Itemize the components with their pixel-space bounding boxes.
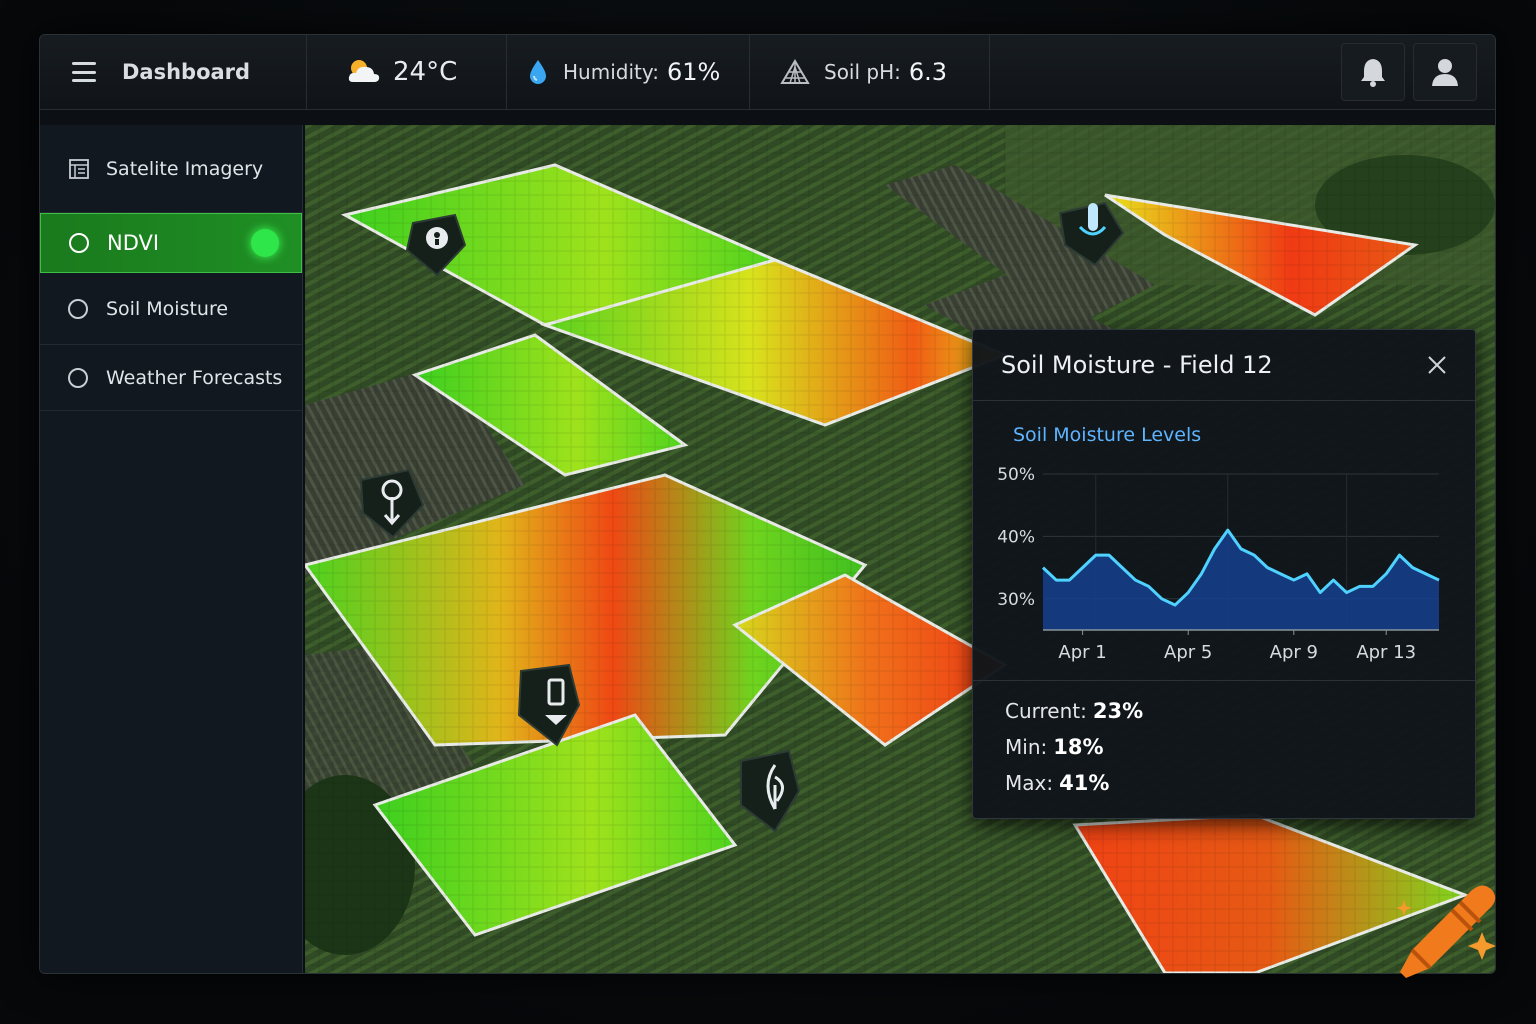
humidity-section: Humidity: 61% xyxy=(507,35,750,109)
notifications-button[interactable] xyxy=(1341,43,1405,101)
panel-header: Soil Moisture - Field 12 xyxy=(973,330,1475,401)
close-icon[interactable] xyxy=(1425,353,1449,377)
sidebar-item-weather-forecasts[interactable]: Weather Forecasts xyxy=(40,345,302,411)
probe-marker-icon[interactable] xyxy=(359,468,425,539)
moisture-line xyxy=(1041,528,1440,607)
crayon-logo-icon xyxy=(1396,885,1496,978)
sidebar-item-label: Satelite Imagery xyxy=(106,157,264,180)
top-bar: Dashboard 24°C Humidity: 61% Soil pH: 6.… xyxy=(40,35,1495,110)
weather-section: 24°C xyxy=(307,35,507,109)
radio-button xyxy=(68,367,88,388)
x-tick-label: Apr 9 xyxy=(1270,642,1318,663)
sidebar-item-label: Soil Moisture xyxy=(106,297,229,320)
device-marker-icon[interactable] xyxy=(517,663,581,747)
stat-max: Max: 41% xyxy=(1005,771,1475,807)
x-tick-label: Apr 1 xyxy=(1058,642,1106,663)
stat-label: Current: xyxy=(1005,699,1087,723)
x-tick-label: Apr 5 xyxy=(1164,642,1212,663)
sidebar-item-satellite-imagery[interactable]: Satelite Imagery xyxy=(40,125,302,213)
hamburger-menu-icon[interactable] xyxy=(72,62,96,82)
user-icon xyxy=(1432,59,1458,86)
sidebar-item-ndvi[interactable]: NDVI xyxy=(40,213,302,273)
x-tick-label: Apr 13 xyxy=(1356,642,1416,663)
y-tick-label: 50% xyxy=(997,465,1035,485)
stats-section: Current: 23% Min: 18% Max: 41% xyxy=(973,680,1475,807)
soil-icon xyxy=(780,59,810,84)
moisture-area xyxy=(1043,530,1439,630)
sensor-probe-marker-icon[interactable] xyxy=(1058,201,1125,267)
stat-value: 23% xyxy=(1092,699,1144,723)
y-tick-label: 40% xyxy=(997,527,1035,547)
bell-icon xyxy=(1361,59,1385,87)
sidebar-item-label: NDVI xyxy=(107,231,160,255)
stat-label: Max: xyxy=(1005,771,1054,795)
soil-moisture-panel: Soil Moisture - Field 12 Soil Moisture L… xyxy=(972,329,1476,819)
app-window: Dashboard 24°C Humidity: 61% Soil pH: 6.… xyxy=(39,34,1496,974)
stat-current: Current: 23% xyxy=(1005,699,1475,735)
chart-title: Soil Moisture Levels xyxy=(1013,424,1202,446)
humidity-value: 61% xyxy=(666,58,721,86)
panel-title: Soil Moisture - Field 12 xyxy=(1001,351,1273,379)
y-tick-label: 30% xyxy=(997,590,1035,610)
plant-marker-icon[interactable] xyxy=(740,749,801,833)
dashboard-title: Dashboard xyxy=(122,60,251,84)
menu-section: Dashboard xyxy=(40,35,307,109)
sidebar: Satelite Imagery NDVI Soil Moisture Weat… xyxy=(40,125,303,973)
soil-moisture-chart: 50% 40% 30% Apr 1 Apr 5 Apr 9 Apr 13 xyxy=(997,465,1440,663)
active-indicator xyxy=(251,229,279,257)
soil-ph-section: Soil pH: 6.3 xyxy=(750,35,990,109)
info-marker-icon[interactable] xyxy=(405,213,467,277)
stat-label: Min: xyxy=(1005,735,1048,759)
soil-ph-label: Soil pH: xyxy=(824,60,901,84)
humidity-label: Humidity: xyxy=(563,60,659,84)
sidebar-item-soil-moisture[interactable]: Soil Moisture xyxy=(40,273,302,345)
water-drop-icon xyxy=(530,60,546,84)
stat-value: 41% xyxy=(1059,771,1110,795)
soil-ph-value: 6.3 xyxy=(908,58,948,86)
satellite-image-icon xyxy=(69,158,89,179)
radio-button xyxy=(69,233,89,253)
stat-value: 18% xyxy=(1053,735,1104,759)
partly-cloudy-icon xyxy=(348,60,380,82)
stat-min: Min: 18% xyxy=(1005,735,1475,771)
radio-button xyxy=(68,298,88,319)
temperature-value: 24°C xyxy=(393,57,458,87)
sidebar-item-label: Weather Forecasts xyxy=(106,366,283,389)
user-profile-button[interactable] xyxy=(1413,43,1477,101)
